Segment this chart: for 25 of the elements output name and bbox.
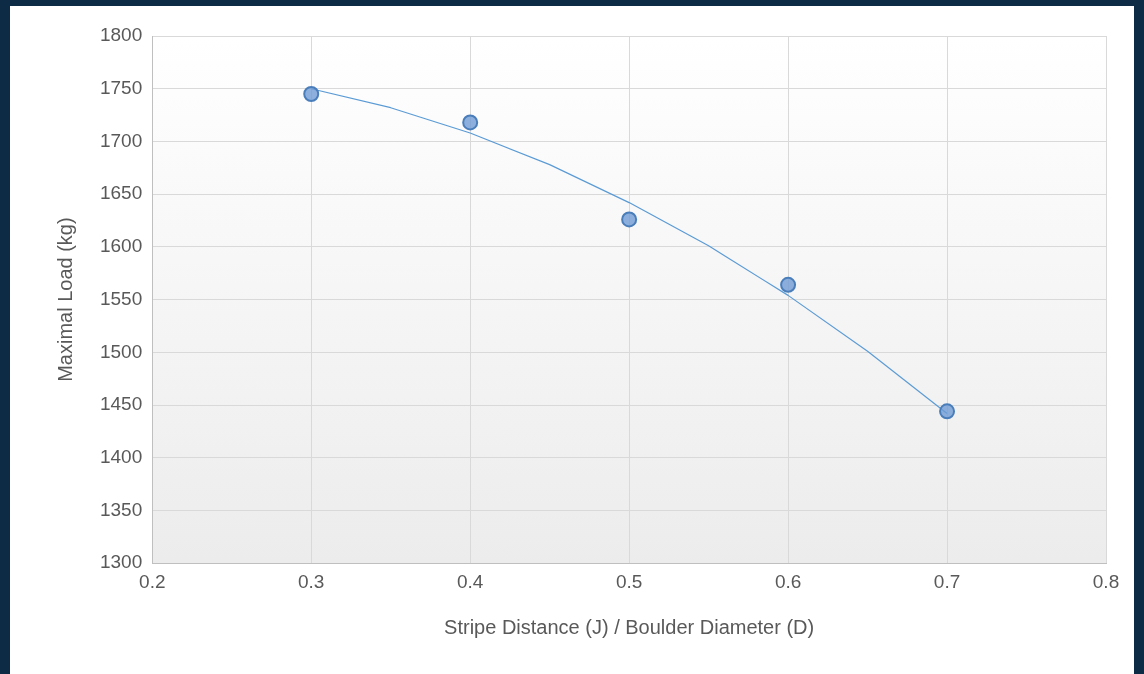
point [303, 85, 320, 102]
y-tick-label: 1450 [99, 393, 143, 415]
y-tick-label: 1500 [99, 340, 143, 362]
x-tick-label: 0.2 [139, 570, 166, 592]
y-tick-label: 1650 [99, 182, 143, 204]
y-tick-label: 1550 [99, 287, 143, 309]
x-tick-label: 0.3 [298, 570, 325, 592]
y-tick-label: 1750 [99, 76, 143, 98]
point [939, 403, 956, 420]
x-tick-label: 0.6 [774, 570, 802, 592]
x-tick-label: 0.8 [1092, 570, 1120, 592]
y-tick-label: 1350 [99, 498, 143, 520]
y-axis-title: Maximal Load (kg) [53, 217, 76, 382]
point [621, 211, 638, 228]
point [462, 114, 479, 131]
x-tick-label: 0.4 [456, 570, 484, 592]
y-tick-label: 1600 [99, 235, 143, 257]
x-tick-label: 0.5 [615, 570, 643, 592]
y-tick-label: 1800 [99, 24, 143, 46]
y-tick-label: 1400 [99, 445, 143, 467]
x-tick-label: 0.7 [933, 570, 961, 592]
y-tick-label: 1700 [99, 129, 143, 151]
x-axis-title: Stripe Distance (J) / Boulder Diameter (D) [444, 615, 815, 638]
y-tick-label: 1300 [99, 551, 143, 573]
point [780, 276, 797, 293]
